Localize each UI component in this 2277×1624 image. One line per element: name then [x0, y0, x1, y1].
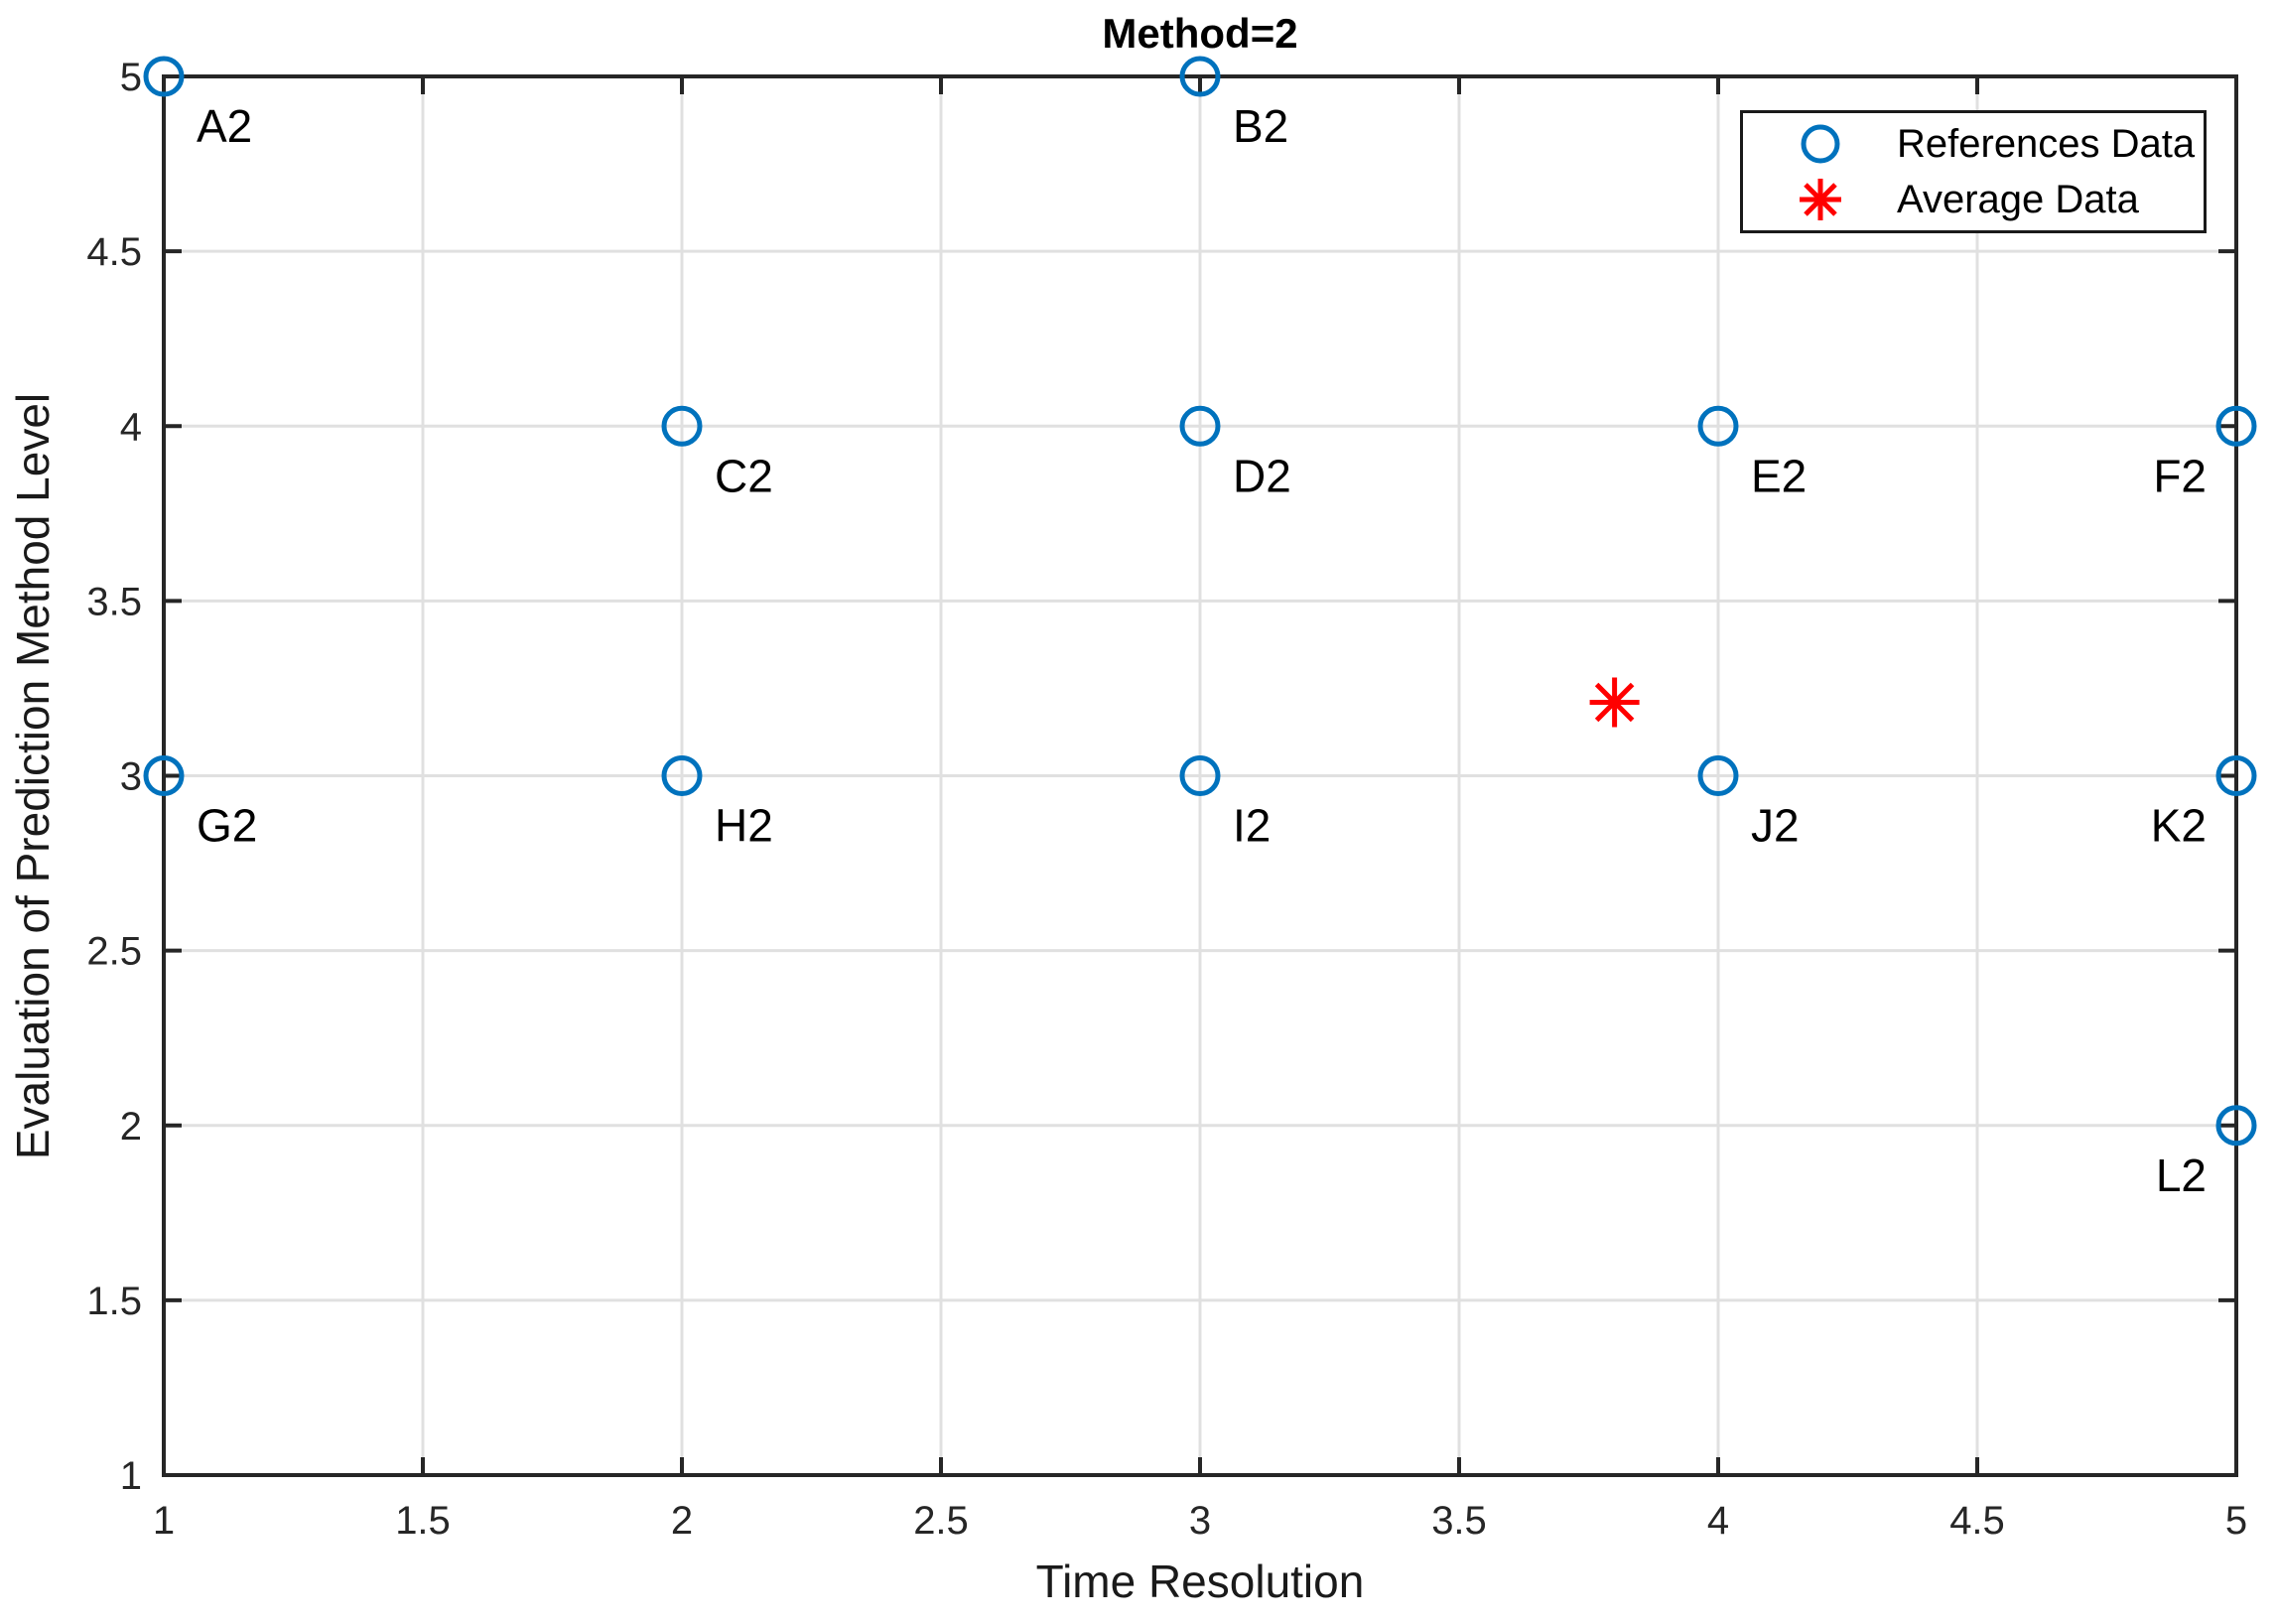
reference-data-point [1697, 405, 1739, 447]
data-point-label: F2 [2153, 450, 2207, 501]
reference-data-point [2215, 405, 2257, 447]
y-axis-label: Evaluation of Prediction Method Level [7, 392, 59, 1160]
x-tick-label: 2 [671, 1499, 693, 1543]
reference-data-point [2215, 1105, 2257, 1147]
x-tick-label: 1.5 [395, 1499, 451, 1543]
data-point-label: J2 [1751, 800, 1800, 852]
legend-box: References Data Average Data [1740, 110, 2207, 233]
x-axis-label: Time Resolution [1035, 1556, 1365, 1607]
y-tick-label: 4 [120, 405, 142, 449]
x-tick-label: 3 [1189, 1499, 1211, 1543]
data-point-label: E2 [1751, 450, 1807, 501]
x-tick-label: 1 [153, 1499, 175, 1543]
data-point-label: B2 [1233, 100, 1288, 152]
y-tick-label: 2 [120, 1105, 142, 1149]
x-tick-label: 4 [1707, 1499, 1729, 1543]
y-tick-label: 4.5 [86, 230, 142, 274]
data-point-label: A2 [197, 100, 252, 152]
reference-data-point [143, 755, 185, 796]
average-data-point [1589, 677, 1640, 728]
reference-data-point [143, 56, 185, 97]
reference-data-point [661, 755, 703, 796]
reference-data-point [1179, 56, 1221, 97]
reference-data-point [1179, 755, 1221, 796]
y-tick-label: 1 [120, 1454, 142, 1498]
data-point-label: C2 [715, 450, 773, 501]
y-tick-label: 1.5 [86, 1280, 142, 1323]
legend-label-references: References Data [1897, 121, 2196, 166]
x-tick-label: 2.5 [913, 1499, 969, 1543]
y-tick-label: 3.5 [86, 580, 142, 623]
data-point-label: D2 [1233, 450, 1291, 501]
data-point-label: H2 [715, 800, 773, 852]
asterisk-marker-icon [1743, 175, 1897, 224]
y-tick-label: 2.5 [86, 930, 142, 974]
data-point-label: L2 [2156, 1150, 2207, 1201]
chart-title: Method=2 [1102, 10, 1298, 57]
x-tick-label: 4.5 [1949, 1499, 2005, 1543]
data-point-label: I2 [1233, 800, 1271, 852]
y-tick-label: 3 [120, 755, 142, 799]
reference-data-point [661, 405, 703, 447]
reference-data-point [1179, 405, 1221, 447]
data-point-label: K2 [2151, 800, 2207, 852]
legend-label-average: Average Data [1897, 177, 2139, 221]
reference-data-point [2215, 755, 2257, 796]
x-tick-label: 3.5 [1431, 1499, 1487, 1543]
y-tick-label: 5 [120, 56, 142, 99]
x-tick-label: 5 [2225, 1499, 2247, 1543]
reference-data-point [1697, 755, 1739, 796]
legend-entry-average: Average Data [1743, 172, 2204, 227]
circle-marker-icon [1743, 119, 1897, 169]
data-point-label: G2 [197, 800, 257, 852]
legend-entry-references: References Data [1743, 116, 2204, 172]
